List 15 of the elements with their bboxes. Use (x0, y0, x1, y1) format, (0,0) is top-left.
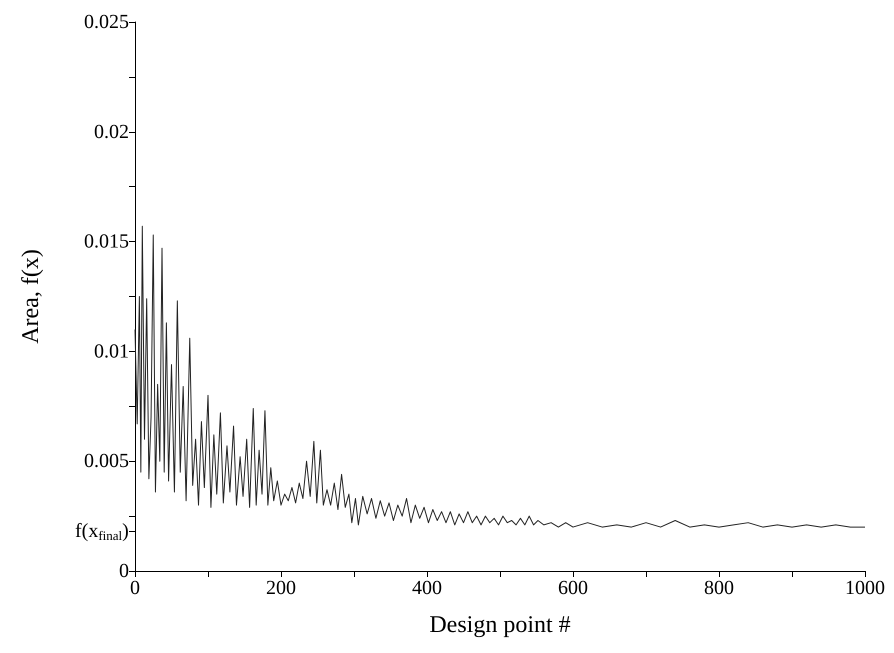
x-tick-label: 600 (558, 577, 588, 599)
y-axis-title: Area, f(x) (18, 249, 44, 344)
x-axis-title: Design point # (429, 612, 571, 638)
y-tick-label: 0.015 (84, 230, 129, 253)
y-tick-label: 0.005 (84, 450, 129, 472)
x-tick-label: 1000 (845, 577, 885, 599)
y-tick-label: 0 (119, 560, 129, 582)
y-tick-label: f(x$_{final}$) (75, 520, 129, 544)
y-tick-label: 0.025 (84, 11, 129, 33)
y-tick-label: 0.01 (94, 340, 129, 362)
x-tick-label: 800 (704, 577, 734, 599)
x-tick-label: 400 (412, 577, 442, 599)
x-tick-label: 200 (266, 577, 296, 599)
line-series (134, 226, 866, 528)
y-tick-label: 0.02 (94, 120, 129, 143)
